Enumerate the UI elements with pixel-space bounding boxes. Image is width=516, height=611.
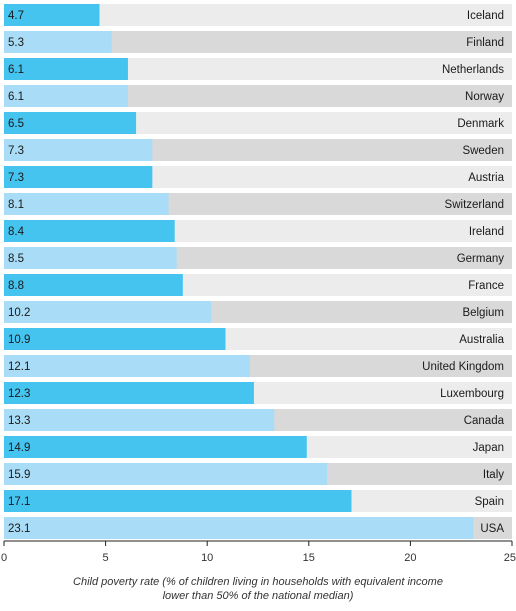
- row-ireland: 8.4 Ireland: [4, 220, 512, 242]
- value-label-switzerland: 8.1: [8, 199, 24, 211]
- row-sweden: 7.3 Sweden: [4, 139, 512, 161]
- category-label-germany: Germany: [457, 253, 505, 265]
- bar-spain: [4, 490, 352, 512]
- bar-germany: [4, 247, 177, 269]
- chart-rows: 4.7 Iceland 5.3 Finland 6.1 Netherlands 6.1 Nor…: [4, 4, 512, 539]
- value-label-austria: 7.3: [8, 172, 24, 184]
- bar-denmark: [4, 112, 137, 134]
- row-norway: 6.1 Norway: [4, 85, 512, 107]
- category-label-denmark: Denmark: [457, 118, 504, 130]
- x-tick-label-25: 25: [504, 552, 516, 564]
- category-label-austria: Austria: [468, 172, 504, 184]
- bar-belgium: [4, 301, 212, 323]
- value-label-spain: 17.1: [8, 496, 30, 508]
- value-label-denmark: 6.5: [8, 118, 24, 130]
- x-axis: 0 5 10 15 20 25: [1, 540, 516, 564]
- category-label-japan: Japan: [473, 442, 504, 454]
- value-label-canada: 13.3: [8, 415, 30, 427]
- bar-austria: [4, 166, 153, 188]
- category-label-ireland: Ireland: [469, 226, 504, 238]
- bar-france: [4, 274, 183, 296]
- category-label-canada: Canada: [464, 415, 505, 427]
- x-axis-title-line-2: lower than 50% of the national median): [162, 590, 354, 602]
- value-label-finland: 5.3: [8, 37, 24, 49]
- bar-finland: [4, 31, 112, 53]
- category-label-norway: Norway: [465, 91, 504, 103]
- category-label-netherlands: Netherlands: [442, 64, 504, 76]
- bar-united-kingdom: [4, 355, 250, 377]
- value-label-usa: 23.1: [8, 523, 30, 535]
- category-label-spain: Spain: [475, 496, 504, 508]
- category-label-france: France: [468, 280, 504, 292]
- value-label-sweden: 7.3: [8, 145, 24, 157]
- x-tick-label-5: 5: [103, 552, 109, 564]
- bar-ireland: [4, 220, 175, 242]
- row-canada: 13.3 Canada: [4, 409, 512, 431]
- value-label-netherlands: 6.1: [8, 64, 24, 76]
- category-label-belgium: Belgium: [462, 307, 504, 319]
- row-denmark: 6.5 Denmark: [4, 112, 512, 134]
- value-label-australia: 10.9: [8, 334, 30, 346]
- bar-luxembourg: [4, 382, 254, 404]
- value-label-norway: 6.1: [8, 91, 24, 103]
- bar-sweden: [4, 139, 153, 161]
- row-japan: 14.9 Japan: [4, 436, 512, 458]
- category-label-united-kingdom: United Kingdom: [422, 361, 504, 373]
- category-label-usa: USA: [480, 523, 504, 535]
- value-label-japan: 14.9: [8, 442, 30, 454]
- row-finland: 5.3 Finland: [4, 31, 512, 53]
- row-band: [4, 58, 512, 80]
- category-label-finland: Finland: [466, 37, 504, 49]
- category-label-switzerland: Switzerland: [445, 199, 504, 211]
- row-belgium: 10.2 Belgium: [4, 301, 512, 323]
- value-label-france: 8.8: [8, 280, 24, 292]
- value-label-italy: 15.9: [8, 469, 30, 481]
- row-france: 8.8 France: [4, 274, 512, 296]
- value-label-iceland: 4.7: [8, 10, 24, 22]
- row-luxembourg: 12.3 Luxembourg: [4, 382, 512, 404]
- row-netherlands: 6.1 Netherlands: [4, 58, 512, 80]
- bar-chart: 4.7 Iceland 5.3 Finland 6.1 Netherlands 6.1 Nor…: [1, 4, 516, 564]
- row-band: [4, 85, 512, 107]
- x-axis-title: Child poverty rate (% of children living…: [0, 575, 516, 603]
- bar-italy: [4, 463, 328, 485]
- row-band: [4, 4, 512, 26]
- x-tick-label-15: 15: [303, 552, 315, 564]
- value-label-luxembourg: 12.3: [8, 388, 30, 400]
- x-tick-label-0: 0: [1, 552, 7, 564]
- row-austria: 7.3 Austria: [4, 166, 512, 188]
- category-label-australia: Australia: [459, 334, 504, 346]
- category-label-sweden: Sweden: [462, 145, 504, 157]
- row-band: [4, 31, 512, 53]
- bar-australia: [4, 328, 226, 350]
- value-label-ireland: 8.4: [8, 226, 25, 238]
- bar-usa: [4, 517, 474, 539]
- row-australia: 10.9 Australia: [4, 328, 512, 350]
- row-usa: 23.1 USA: [4, 517, 512, 539]
- x-axis-title-line-1: Child poverty rate (% of children living…: [73, 576, 443, 588]
- row-spain: 17.1 Spain: [4, 490, 512, 512]
- row-united-kingdom: 12.1 United Kingdom: [4, 355, 512, 377]
- value-label-belgium: 10.2: [8, 307, 30, 319]
- bar-japan: [4, 436, 307, 458]
- bar-iceland: [4, 4, 100, 26]
- row-switzerland: 8.1 Switzerland: [4, 193, 512, 215]
- category-label-italy: Italy: [483, 469, 504, 481]
- value-label-germany: 8.5: [8, 253, 24, 265]
- x-tick-label-10: 10: [201, 552, 213, 564]
- bar-canada: [4, 409, 275, 431]
- row-germany: 8.5 Germany: [4, 247, 512, 269]
- x-tick-label-20: 20: [404, 552, 416, 564]
- row-iceland: 4.7 Iceland: [4, 4, 512, 26]
- bar-norway: [4, 85, 128, 107]
- bar-netherlands: [4, 58, 128, 80]
- value-label-united-kingdom: 12.1: [8, 361, 30, 373]
- category-label-luxembourg: Luxembourg: [440, 388, 504, 400]
- row-italy: 15.9 Italy: [4, 463, 512, 485]
- category-label-iceland: Iceland: [467, 10, 504, 22]
- bar-switzerland: [4, 193, 169, 215]
